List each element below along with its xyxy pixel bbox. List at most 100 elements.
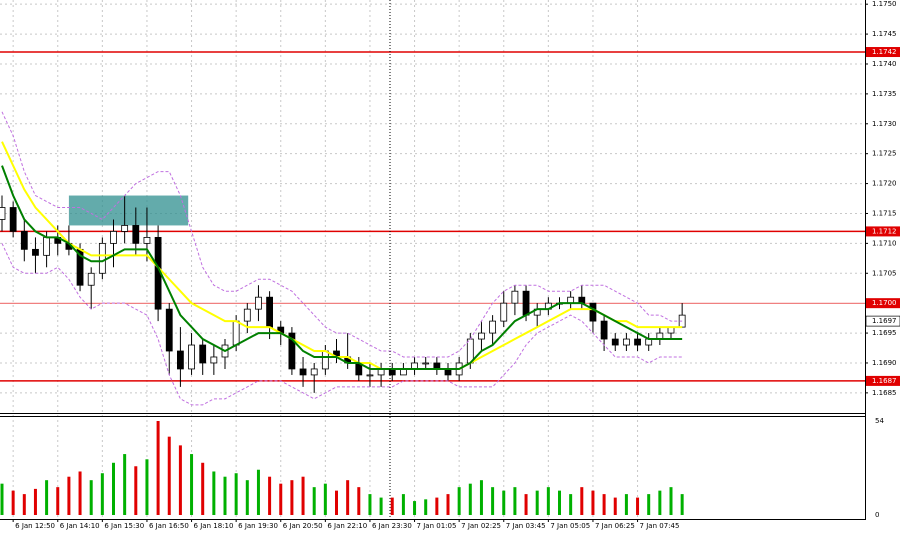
candle-body <box>589 302 597 322</box>
volume-bar <box>67 476 71 515</box>
x-tick-label: 6 Jan 20:50 <box>283 522 323 530</box>
candle-body <box>0 207 6 220</box>
candle-body <box>188 344 195 370</box>
candle-body <box>243 308 251 322</box>
x-tick-label: 7 Jan 05:05 <box>550 522 590 530</box>
x-tick-label: 6 Jan 16:50 <box>149 522 189 530</box>
volume-bar <box>624 494 628 515</box>
volume-bar <box>33 488 37 515</box>
volume-bar <box>479 480 483 515</box>
x-tick-label: 6 Jan 18:10 <box>194 522 234 530</box>
candle-body <box>20 231 28 250</box>
y-tick-label: 1.1730 <box>872 120 897 128</box>
volume-bar <box>156 421 160 515</box>
level-label-box <box>866 47 900 58</box>
x-tick-label: 6 Jan 19:30 <box>238 522 278 530</box>
candle-body <box>121 225 129 232</box>
y-tick-label: 1.1695 <box>872 329 897 337</box>
y-tick-label: 1.1710 <box>872 239 897 247</box>
candle-body <box>366 374 374 377</box>
volume-bar <box>401 494 405 515</box>
volume-bar <box>580 487 584 515</box>
current-price-box <box>865 315 900 327</box>
volume-bar <box>502 490 506 515</box>
candle-body <box>199 344 207 364</box>
level-label-box <box>866 226 900 237</box>
volume-bar <box>201 462 205 515</box>
candle-body <box>600 320 608 340</box>
volume-bar <box>390 497 394 515</box>
level-label-box <box>866 375 900 386</box>
level-label-box <box>866 298 900 309</box>
volume-bar <box>636 497 640 515</box>
volume-bar <box>123 454 127 515</box>
volume-bar <box>680 494 684 515</box>
candle-body <box>176 350 184 370</box>
plot <box>0 51 865 515</box>
candle-body <box>478 332 485 340</box>
y-tick-label: 1.1715 <box>872 209 897 217</box>
volume-bar <box>256 469 260 515</box>
volume-bar <box>290 480 294 515</box>
volume-bar <box>602 494 606 515</box>
volume-bar <box>569 494 573 515</box>
candle-body <box>500 302 508 322</box>
candle-body <box>299 368 307 376</box>
volume-bar <box>167 436 171 515</box>
y-tick-label: 1.1705 <box>872 269 897 277</box>
candle-body <box>634 338 641 346</box>
y-tick-label: 1.1745 <box>872 30 897 38</box>
volume-bar <box>435 497 439 515</box>
volume-bar <box>245 480 249 515</box>
volume-bar <box>100 473 104 515</box>
volume-bar <box>112 462 115 515</box>
volume-bar <box>368 494 372 515</box>
current-price-label: 1.1697 <box>872 317 897 325</box>
volume-bar <box>446 494 450 515</box>
candle-body <box>87 272 95 286</box>
zone <box>68 195 189 226</box>
volume-bar <box>11 490 15 515</box>
volume-bar <box>234 473 238 515</box>
candle-body <box>522 290 530 316</box>
axis: 1.1750 1.1745 1.1740 1.1735 1.1730 1.1725 1.17… <box>12 0 900 530</box>
volume-bar <box>558 490 561 515</box>
x-tick-label: 7 Jan 02:25 <box>461 522 501 530</box>
volume-bar <box>301 476 305 515</box>
volume-bar <box>279 483 283 515</box>
x-tick-label: 7 Jan 03:45 <box>506 522 546 530</box>
y-tick-label: 1.1720 <box>872 180 897 188</box>
candle-body <box>143 236 151 244</box>
level-label: 1.1687 <box>872 377 897 385</box>
volume-bar <box>491 487 495 515</box>
volume-bar <box>357 487 361 515</box>
y-tick-label: 1.1740 <box>872 60 897 68</box>
x-tick-label: 6 Jan 15:30 <box>104 522 144 530</box>
candle-body <box>132 225 140 244</box>
candle-body <box>288 332 296 370</box>
volume-bar <box>457 487 461 515</box>
volume-bar <box>22 494 26 515</box>
candle-body <box>489 320 497 334</box>
volume-bar <box>613 497 617 515</box>
x-tick-label: 6 Jan 22:10 <box>327 522 367 530</box>
y-tick-label: 1.1750 <box>872 0 897 8</box>
candle-body <box>422 362 430 365</box>
volume-bar <box>513 487 517 515</box>
volume-bar <box>312 487 316 515</box>
volume-bar <box>190 454 194 515</box>
candle-body <box>232 320 240 346</box>
candle-body <box>321 350 329 370</box>
candle-body <box>43 236 50 256</box>
volume-bar <box>145 459 149 515</box>
indicator-line <box>1 111 683 358</box>
volume-bar <box>591 490 595 515</box>
candle-body <box>110 231 117 244</box>
x-tick-label: 6 Jan 23:30 <box>372 522 412 530</box>
candle-body <box>266 296 274 328</box>
y-tick-label: 1.1685 <box>872 389 897 397</box>
volume-bar <box>647 494 651 515</box>
candle-body <box>310 368 318 376</box>
